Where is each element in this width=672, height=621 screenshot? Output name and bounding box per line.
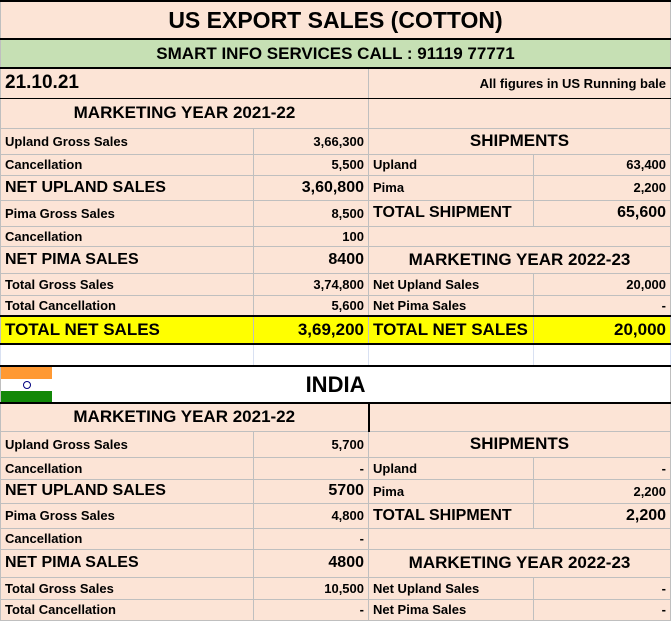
india-cell[interactable]: 5700	[253, 478, 369, 504]
us-row: Total Gross Sales 3,74,800 Net Upland Sale…	[0, 272, 672, 296]
us-cell[interactable]: 65,600	[532, 199, 672, 227]
us-cell[interactable]: Pima Gross Sales	[0, 199, 254, 227]
india-cell[interactable]: Net Pima Sales	[368, 598, 534, 621]
us-cell[interactable]: Net Upland Sales	[368, 272, 534, 296]
india-cell[interactable]: Cancellation	[0, 456, 254, 480]
empty-cell[interactable]	[253, 343, 369, 367]
us-cell[interactable]: Total Cancellation	[0, 294, 254, 317]
india-cell[interactable]	[367, 527, 672, 550]
india-marketing-year[interactable]: MARKETING YEAR 2021-22	[0, 402, 369, 432]
india-cell[interactable]: NET PIMA SALES	[0, 548, 254, 578]
india-cell[interactable]: Pima Gross Sales	[0, 502, 254, 529]
us-cell[interactable]: MARKETING YEAR 2022-23	[367, 245, 672, 274]
india-row: Cancellation - Upland -	[0, 456, 672, 480]
india-cell[interactable]: NET UPLAND SALES	[0, 478, 254, 504]
india-cell[interactable]: -	[532, 598, 672, 621]
us-cell[interactable]: Upland Gross Sales	[0, 127, 254, 155]
us-cell[interactable]: 5,600	[253, 294, 369, 317]
india-cell[interactable]: Cancellation	[0, 527, 254, 550]
units-note[interactable]: All figures in US Running bale	[367, 67, 672, 99]
us-cell[interactable]: 3,66,300	[253, 127, 369, 155]
india-cell[interactable]: Upland Gross Sales	[0, 430, 254, 458]
india-row: Total Gross Sales 10,500 Net Upland Sales -	[0, 576, 672, 600]
us-cell[interactable]: Pima	[368, 174, 534, 201]
us-cell[interactable]: NET UPLAND SALES	[0, 174, 254, 201]
india-cell[interactable]: Pima	[368, 478, 534, 504]
country-name: INDIA	[305, 371, 366, 397]
us-row: Pima Gross Sales 8,500 TOTAL SHIPMENT 65,60…	[0, 199, 672, 227]
india-cell[interactable]: 2,200	[532, 478, 672, 504]
us-cell[interactable]	[367, 225, 672, 247]
us-cell[interactable]: Cancellation	[0, 153, 254, 176]
us-cell[interactable]: 8,500	[253, 199, 369, 227]
india-cell[interactable]: TOTAL SHIPMENT	[368, 502, 534, 529]
india-row: Upland Gross Sales 5,700 SHIPMENTS	[0, 430, 672, 458]
empty-cell[interactable]	[532, 343, 672, 367]
india-cell[interactable]: 4800	[253, 548, 369, 578]
country-cell[interactable]: INDIA	[0, 365, 672, 404]
us-cell[interactable]: TOTAL NET SALES	[368, 315, 534, 345]
us-cell[interactable]: SHIPMENTS	[367, 127, 672, 155]
us-row: Cancellation 5,500 Upland 63,400	[0, 153, 672, 176]
us-cell[interactable]: 20,000	[532, 272, 672, 296]
us-cell[interactable]: Net Pima Sales	[368, 294, 534, 317]
us-cell[interactable]: 63,400	[532, 153, 672, 176]
empty-cell[interactable]	[368, 343, 534, 367]
us-row: TOTAL NET SALES 3,69,200 TOTAL NET SALES 20…	[0, 315, 672, 345]
india-row: Pima Gross Sales 4,800 TOTAL SHIPMENT 2,200	[0, 502, 672, 529]
india-row: Total Cancellation - Net Pima Sales -	[0, 598, 672, 621]
india-cell[interactable]: 10,500	[253, 576, 369, 600]
us-cell[interactable]: -	[532, 294, 672, 317]
us-cell[interactable]: NET PIMA SALES	[0, 245, 254, 274]
india-cell[interactable]: Upland	[368, 456, 534, 480]
india-cell[interactable]: 2,200	[532, 502, 672, 529]
india-flag-icon	[1, 368, 52, 401]
india-cell[interactable]: -	[253, 456, 369, 480]
india-cell[interactable]: -	[253, 598, 369, 621]
us-cell[interactable]: 2,200	[532, 174, 672, 201]
india-cell[interactable]: 4,800	[253, 502, 369, 529]
empty-cell[interactable]	[0, 343, 254, 367]
us-row: NET UPLAND SALES 3,60,800 Pima 2,200	[0, 174, 672, 201]
us-cell[interactable]: 3,74,800	[253, 272, 369, 296]
india-row: NET PIMA SALES 4800 MARKETING YEAR 2022-23	[0, 548, 672, 578]
india-cell[interactable]: MARKETING YEAR 2022-23	[367, 548, 672, 578]
us-cell[interactable]: 3,60,800	[253, 174, 369, 201]
us-cell[interactable]: 20,000	[532, 315, 672, 345]
india-my-row: MARKETING YEAR 2021-22	[0, 402, 672, 432]
us-row: NET PIMA SALES 8400 MARKETING YEAR 2022-23	[0, 245, 672, 274]
us-cell[interactable]: 8400	[253, 245, 369, 274]
india-cell[interactable]: 5,700	[253, 430, 369, 458]
sheet-title[interactable]: US EXPORT SALES (COTTON)	[0, 0, 672, 40]
us-cell[interactable]: TOTAL SHIPMENT	[368, 199, 534, 227]
india-cell[interactable]: Total Cancellation	[0, 598, 254, 621]
us-cell[interactable]: 100	[253, 225, 369, 247]
india-cell[interactable]: -	[532, 456, 672, 480]
us-cell[interactable]: Upland	[368, 153, 534, 176]
sheet-subtitle[interactable]: SMART INFO SERVICES CALL : 91119 77771	[0, 38, 672, 69]
empty-cell[interactable]	[367, 402, 672, 432]
empty-cell[interactable]	[367, 97, 672, 129]
india-cell[interactable]: -	[532, 576, 672, 600]
us-cell[interactable]: TOTAL NET SALES	[0, 315, 254, 345]
us-row: Total Cancellation 5,600 Net Pima Sales -	[0, 294, 672, 317]
us-cell[interactable]: Cancellation	[0, 225, 254, 247]
india-row: Cancellation -	[0, 527, 672, 550]
us-row: Upland Gross Sales 3,66,300 SHIPMENTS	[0, 127, 672, 155]
report-date[interactable]: 21.10.21	[0, 67, 369, 99]
us-cell[interactable]: 3,69,200	[253, 315, 369, 345]
us-marketing-year[interactable]: MARKETING YEAR 2021-22	[0, 97, 369, 129]
blank-row	[0, 343, 672, 367]
us-cell[interactable]: 5,500	[253, 153, 369, 176]
india-cell[interactable]: SHIPMENTS	[367, 430, 672, 458]
india-cell[interactable]: Total Gross Sales	[0, 576, 254, 600]
us-cell[interactable]: Total Gross Sales	[0, 272, 254, 296]
country-header: INDIA	[0, 365, 672, 404]
us-row: Cancellation 100	[0, 225, 672, 247]
india-row: NET UPLAND SALES 5700 Pima 2,200	[0, 478, 672, 504]
india-cell[interactable]: Net Upland Sales	[368, 576, 534, 600]
india-cell[interactable]: -	[253, 527, 369, 550]
